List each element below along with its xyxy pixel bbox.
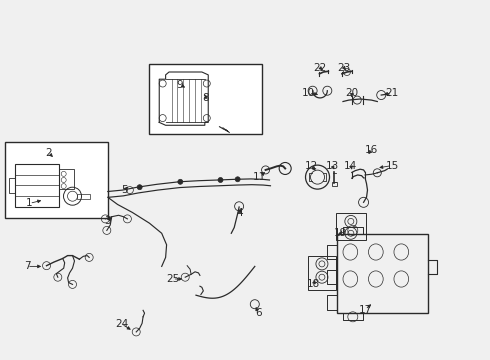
Text: 8: 8 [202,93,209,103]
Circle shape [137,185,142,190]
Bar [336,213,366,240]
Bar [77,194,90,199]
Bar [308,256,336,290]
Text: 17: 17 [358,305,372,315]
Text: 13: 13 [325,161,339,171]
Text: 15: 15 [385,161,399,171]
Text: 9: 9 [176,80,183,90]
Text: 6: 6 [255,308,262,318]
Text: 3: 3 [104,216,111,226]
Bar [9,178,15,193]
Text: 25: 25 [166,274,179,284]
Circle shape [178,179,183,184]
Text: 21: 21 [385,88,399,98]
Text: 5: 5 [122,185,128,195]
Text: 19: 19 [334,228,347,238]
Text: 7: 7 [24,261,30,271]
Text: 20: 20 [345,88,358,98]
Bar [59,169,74,189]
Text: 23: 23 [337,63,351,73]
Text: 10: 10 [302,88,315,98]
Text: 12: 12 [304,161,318,171]
Circle shape [218,177,223,183]
Text: 16: 16 [365,145,378,156]
Bar [5,142,108,218]
Text: 11: 11 [253,172,267,182]
Bar [15,164,59,207]
Text: 1: 1 [26,198,33,208]
Text: 22: 22 [313,63,327,73]
Bar [149,64,262,134]
Text: 14: 14 [344,161,358,171]
Text: 18: 18 [307,279,320,289]
Circle shape [235,177,240,182]
Text: 24: 24 [115,319,128,329]
Text: 2: 2 [46,148,52,158]
Bar [337,234,428,313]
Text: 4: 4 [237,208,244,218]
Bar [332,182,337,186]
